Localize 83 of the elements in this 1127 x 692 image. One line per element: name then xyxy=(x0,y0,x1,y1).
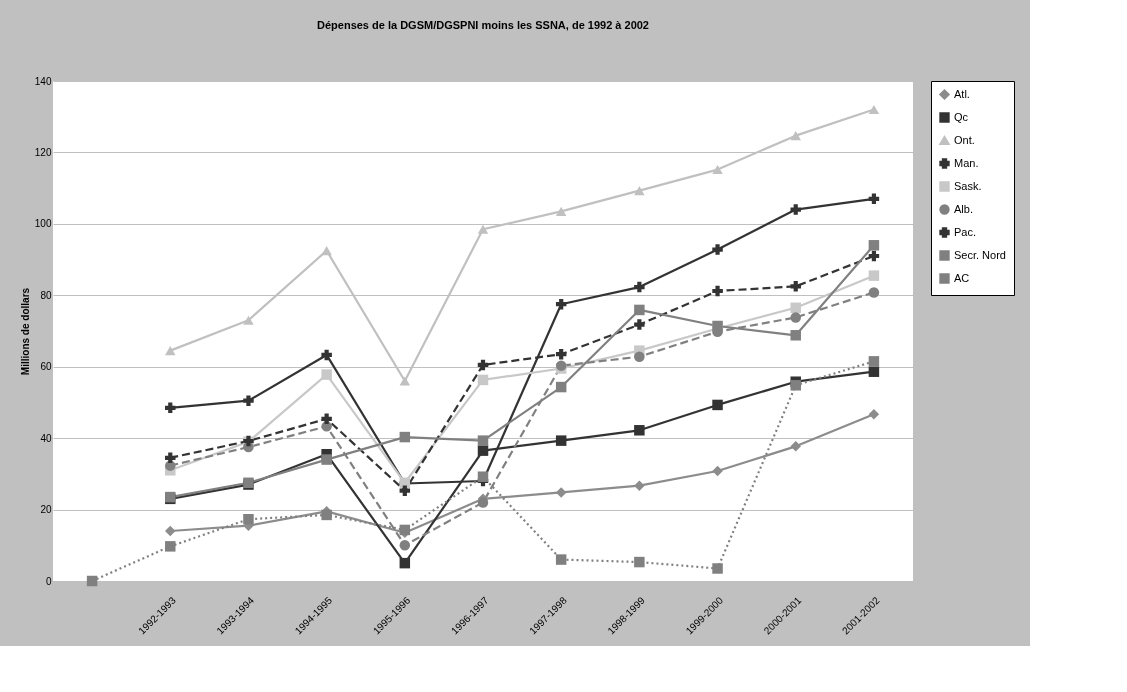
point xyxy=(634,186,645,196)
point xyxy=(399,540,411,551)
point xyxy=(555,435,567,446)
point xyxy=(790,330,801,341)
point xyxy=(555,487,567,498)
y-tick-label: 60 xyxy=(40,361,52,373)
point xyxy=(477,497,489,508)
y-tick-label: 140 xyxy=(34,75,52,87)
legend-label: Secr. Nord xyxy=(954,248,1006,261)
point xyxy=(86,575,98,587)
point xyxy=(321,413,332,425)
point xyxy=(477,359,489,371)
point xyxy=(555,381,567,393)
point xyxy=(712,244,723,255)
point xyxy=(790,302,801,314)
point xyxy=(165,541,176,552)
point xyxy=(634,556,645,568)
point xyxy=(712,165,723,175)
point xyxy=(321,509,332,521)
point xyxy=(555,554,567,565)
point xyxy=(790,281,801,292)
y-axis-title: Millions de dollars xyxy=(19,287,31,376)
point xyxy=(243,513,254,525)
point xyxy=(634,319,645,330)
point xyxy=(790,312,801,323)
point xyxy=(634,480,645,491)
point xyxy=(634,281,645,293)
point xyxy=(555,298,567,310)
point xyxy=(399,485,411,496)
legend-label: Ont. xyxy=(954,133,975,146)
point xyxy=(165,525,176,537)
chart-title: Dépenses de la DGSM/DGSPNI moins les SSNA, de 1992 à 2002 xyxy=(317,19,649,31)
legend-label: Pac. xyxy=(954,225,977,238)
point xyxy=(321,369,332,380)
y-tick-label: 120 xyxy=(34,146,52,158)
point xyxy=(790,204,801,215)
point xyxy=(243,395,254,406)
point xyxy=(712,563,723,574)
legend-label: Atl. xyxy=(954,87,970,100)
point xyxy=(477,435,489,446)
legend-label: Sask. xyxy=(954,179,982,192)
point xyxy=(790,441,801,452)
point xyxy=(243,315,254,325)
legend-label: Alb. xyxy=(954,202,973,215)
point xyxy=(477,374,489,386)
point xyxy=(868,270,880,281)
point xyxy=(868,105,880,115)
point xyxy=(868,408,880,420)
point xyxy=(868,287,880,298)
point xyxy=(868,250,880,262)
point xyxy=(868,193,880,205)
point xyxy=(399,431,411,443)
point xyxy=(165,452,176,464)
y-tick-label: 20 xyxy=(40,504,52,516)
point xyxy=(634,425,645,436)
point xyxy=(555,348,567,360)
legend-label: Qc xyxy=(954,110,969,123)
point xyxy=(165,346,176,356)
point xyxy=(477,445,489,456)
point xyxy=(868,366,880,377)
point xyxy=(477,471,489,482)
point xyxy=(868,356,880,367)
point xyxy=(712,399,723,411)
y-tick-label: 80 xyxy=(40,289,52,301)
point xyxy=(477,224,489,234)
point xyxy=(321,454,332,465)
point xyxy=(634,351,645,362)
point xyxy=(712,465,723,477)
legend-label: Man. xyxy=(954,156,979,169)
point xyxy=(165,402,176,414)
point xyxy=(634,304,645,316)
point xyxy=(790,131,801,141)
y-tick-label: 100 xyxy=(34,218,52,230)
point xyxy=(399,376,411,386)
point xyxy=(555,206,567,216)
y-tick-label: 40 xyxy=(40,432,52,444)
point xyxy=(712,285,723,297)
legend-label: AC xyxy=(954,271,970,284)
point xyxy=(321,349,332,361)
y-tick-label: 0 xyxy=(45,575,52,587)
point xyxy=(790,380,801,391)
point xyxy=(399,557,411,569)
point xyxy=(868,240,880,251)
